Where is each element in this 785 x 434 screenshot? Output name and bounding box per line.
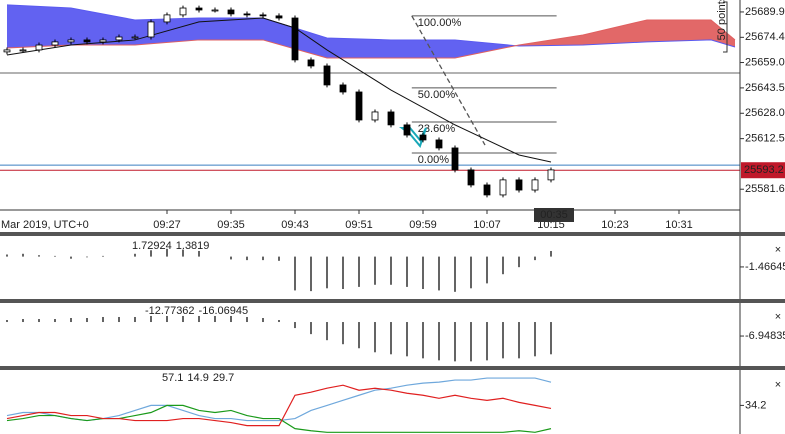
y-tick-label: 25659.0 xyxy=(745,56,785,68)
x-tick-label: 10:07 xyxy=(473,219,501,231)
candle-body xyxy=(323,65,331,86)
candle-body xyxy=(467,169,475,186)
candle-body xyxy=(51,41,59,46)
candle-body xyxy=(179,7,187,16)
fib-label: 23.60% xyxy=(418,123,456,135)
cloud-segment xyxy=(199,18,263,40)
fib-label: 100.00% xyxy=(418,17,462,29)
trend-line xyxy=(411,15,486,146)
indicator-value: 29.7 xyxy=(213,372,234,384)
x-tick-label: 09:27 xyxy=(153,219,181,231)
y-tick-label: 25612.5 xyxy=(745,133,785,145)
y-tick-label: 34.2 xyxy=(745,399,766,411)
cloud-segment xyxy=(391,39,455,58)
candle-body xyxy=(435,139,443,149)
indicator-value: -16.06945 xyxy=(199,305,249,317)
candle-body xyxy=(195,7,203,11)
cloud-segment xyxy=(711,19,735,47)
y-tick-label: -1.46645 xyxy=(745,261,785,273)
candle-body xyxy=(387,111,395,126)
indicator-line xyxy=(6,404,552,433)
candle-body xyxy=(67,39,75,43)
y-tick-label: 25643.5 xyxy=(745,82,785,94)
candle-body xyxy=(163,14,171,23)
candle-body xyxy=(99,39,107,43)
candle-body xyxy=(403,124,411,136)
candle-body xyxy=(259,14,267,17)
cloud-segment xyxy=(327,37,391,58)
fib-label: 0.00% xyxy=(418,154,449,166)
candle-body xyxy=(483,184,491,196)
x-tick-label: 09:59 xyxy=(409,219,437,231)
candle-body xyxy=(451,147,459,171)
y-tick-label: 25689.9 xyxy=(745,6,785,18)
close-button[interactable]: × xyxy=(775,244,781,256)
indicator-value: 57.1 xyxy=(162,372,183,384)
indicator-value: 1.3819 xyxy=(176,240,210,252)
fib-label: 50.00% xyxy=(418,89,456,101)
y-tick-label: 25674.4 xyxy=(745,31,785,43)
candle-body xyxy=(419,134,427,141)
y-tick-label: 25628.0 xyxy=(745,107,785,119)
indicator-line xyxy=(6,384,552,427)
x-tick-label: 10:23 xyxy=(601,219,629,231)
candle-body xyxy=(131,36,139,39)
pane-separator xyxy=(0,232,785,236)
candle-body xyxy=(275,15,283,19)
candle-body xyxy=(515,179,523,191)
candle-body xyxy=(371,111,379,121)
candle-body xyxy=(35,44,43,51)
price-box xyxy=(741,162,785,179)
price-label: 25593.2 xyxy=(744,164,784,176)
x-tick-label: 09:35 xyxy=(217,219,245,231)
x-caption: Mar 2019, UTC+0 xyxy=(1,219,89,231)
candle-body xyxy=(547,169,555,181)
candle-body xyxy=(307,59,315,67)
candle-body xyxy=(499,179,507,196)
candle-body xyxy=(291,17,299,61)
cloud-segment xyxy=(583,19,647,46)
candle-body xyxy=(19,49,27,52)
timer: 00:35 xyxy=(540,209,568,221)
close-button[interactable]: × xyxy=(775,379,781,391)
x-tick-label: 09:51 xyxy=(345,219,373,231)
x-tick-label: 09:43 xyxy=(281,219,309,231)
x-tick-label: 10:31 xyxy=(665,219,693,231)
candle-body xyxy=(83,39,91,43)
cloud-segment xyxy=(7,4,71,48)
scale-note: 50 points xyxy=(716,0,728,40)
cloud-span-b xyxy=(6,19,736,59)
candle-body xyxy=(3,49,11,53)
candle-body xyxy=(339,84,347,93)
candle-body xyxy=(227,9,235,15)
cloud-segment xyxy=(647,19,711,42)
pane-separator xyxy=(0,366,785,370)
candle-body xyxy=(147,21,155,38)
candle-body xyxy=(243,13,251,16)
candle-body xyxy=(355,91,363,121)
y-tick-label: 25581.6 xyxy=(745,183,785,195)
pane-separator xyxy=(0,299,785,303)
scale-bracket xyxy=(723,1,728,53)
close-button[interactable]: × xyxy=(775,311,781,323)
candle-body xyxy=(115,36,123,41)
indicator-value: 1.72924 xyxy=(132,240,172,252)
indicator-value: -12.77362 xyxy=(145,305,195,317)
cloud-segment xyxy=(455,39,519,58)
indicator-value: 14.9 xyxy=(187,372,208,384)
candle-body xyxy=(531,179,539,191)
candle-body xyxy=(211,9,219,12)
y-tick-label: -6.94835 xyxy=(745,330,785,342)
timer-box xyxy=(534,208,574,222)
cloud-span-a xyxy=(6,4,736,48)
